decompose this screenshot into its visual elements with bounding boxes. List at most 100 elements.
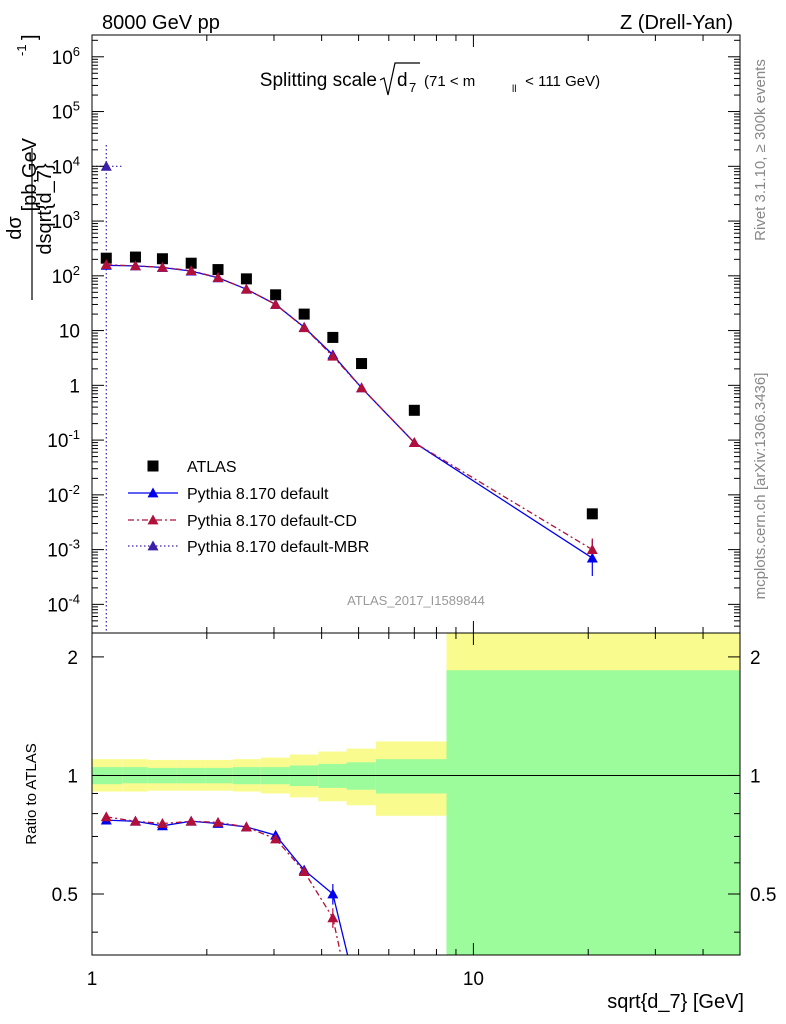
main-y-tick-label-exponent: 6 [73, 44, 80, 59]
main-y-tick-label-exponent: -3 [68, 537, 80, 552]
title-text: Splitting scale [260, 70, 377, 91]
atlas-point [270, 289, 282, 301]
ratio-frame [91, 632, 741, 956]
legend: ATLAS Pythia 8.170 default Pythia 8.170 de… [128, 459, 369, 556]
cd-point [129, 260, 141, 271]
cd-point [270, 298, 282, 309]
main-y-tick-label-exponent: 4 [73, 153, 80, 168]
legend-marker [147, 487, 159, 498]
main-y-label: dσ dsqrt{d_7} [pb,GeV -1 ] [4, 34, 56, 300]
ratio-y-label: Ratio to ATLAS [23, 743, 40, 844]
main-y-tick-label-exponent: 3 [73, 208, 80, 223]
main-y-tick-label: 10 [59, 322, 80, 343]
ratio-stat-band [346, 762, 376, 790]
ylabel-unit-end: ] [19, 34, 41, 40]
ratio-cd-point [270, 833, 282, 844]
ratio-ticks: 0.5 0.5 1 1 2 2 1 10 [52, 633, 776, 990]
mbr-point [100, 160, 112, 171]
ratio-y-tick-label-left: 0.5 [52, 885, 78, 906]
main-title: Splitting scale d 7 (71 < m ll < 111 GeV… [260, 62, 600, 96]
main-y-tick-label: 10-2 [47, 482, 80, 507]
ratio-cd-point [100, 811, 112, 822]
ratio-y-tick-label-right: 1 [750, 766, 761, 787]
ratio-cd-point [298, 866, 310, 876]
header-process: Z (Drell-Yan) [620, 12, 733, 34]
atlas-point [212, 264, 224, 276]
analysis-watermark: ATLAS_2017_I1589844 [347, 593, 485, 608]
atlas-point [129, 251, 141, 263]
legend-label: Pythia 8.170 default [187, 486, 329, 503]
default-point [586, 552, 598, 563]
atlas-point [100, 252, 112, 264]
main-y-tick-label: 10-1 [47, 427, 80, 452]
atlas-point [586, 508, 598, 520]
title-symbol: d [397, 70, 408, 91]
main-y-tick-label-exponent: -1 [68, 427, 80, 442]
cd-point [212, 272, 224, 282]
rivet-label: Rivet 3.1.10, ≥ 300k events [752, 59, 769, 241]
ratio-cd-point [156, 818, 168, 828]
cd-point [156, 261, 168, 272]
atlas-point [408, 404, 420, 416]
title-range-end: < 111 GeV) [521, 73, 600, 90]
cd-point [100, 259, 112, 270]
legend-label: Pythia 8.170 default-CD [187, 513, 357, 530]
title-range: (71 < m [424, 73, 475, 90]
title-subscript: 7 [409, 80, 416, 95]
x-tick-label: 1 [87, 969, 98, 990]
title-range-sub: ll [512, 84, 516, 95]
ratio-cd-line [106, 816, 342, 955]
ratio-cd-point [129, 815, 141, 826]
mcplots-label: mcplots.cern.ch [arXiv:1306.3436] [752, 373, 769, 600]
main-data-layer [92, 145, 598, 633]
main-y-tick-label-exponent: -4 [68, 591, 80, 606]
ratio-data-layer [100, 811, 349, 955]
ratio-y-tick-label-right: 2 [750, 648, 761, 669]
main-y-tick-label: 10-3 [47, 537, 80, 562]
ratio-bands [92, 633, 740, 955]
legend-label: Pythia 8.170 default-MBR [187, 539, 369, 556]
main-y-tick-label-exponent: 5 [73, 99, 80, 114]
cd-series-line [106, 263, 593, 551]
x-axis-label: sqrt{d_7} [GeV] [607, 991, 744, 1013]
main-y-tick-label: 105 [52, 99, 80, 124]
main-y-tick-label-exponent: 2 [73, 263, 80, 278]
ylabel-denominator: dsqrt{d_7} [34, 163, 56, 255]
main-y-tick-label: 1 [69, 376, 80, 397]
ratio-stat-band [375, 759, 447, 794]
cd-point [586, 544, 598, 555]
ratio-default-line [106, 819, 349, 955]
ylabel-unit-sup: -1 [14, 44, 29, 56]
main-y-tick-label: 102 [52, 263, 80, 288]
legend-label: ATLAS [187, 459, 237, 476]
cd-point [408, 437, 420, 448]
ylabel-unit: [pb,GeV [19, 137, 41, 211]
legend-marker [147, 540, 159, 551]
ratio-cd-point [240, 821, 252, 832]
cd-point [356, 382, 368, 393]
header-energy: 8000 GeV pp [102, 12, 220, 34]
atlas-point [240, 273, 252, 285]
ratio-y-tick-label-left: 1 [67, 766, 78, 787]
atlas-point [327, 331, 339, 343]
main-y-tick-label: 10-4 [47, 591, 80, 616]
cd-point [298, 322, 310, 333]
ratio-cd-point [185, 815, 197, 826]
atlas-point [356, 358, 368, 370]
atlas-point [156, 253, 168, 265]
cd-point [185, 265, 197, 276]
ylabel-numerator: dσ [4, 216, 26, 240]
ratio-cd-point [212, 816, 224, 827]
sqrt-symbol-icon [379, 62, 420, 96]
main-y-tick-label-exponent: -2 [68, 482, 80, 497]
main-y-tick-label: 106 [52, 44, 80, 69]
cd-point [240, 283, 252, 294]
ratio-panel: 0.5 0.5 1 1 2 2 1 10 Ratio to ATLAS sqrt{d_7} [… [23, 632, 776, 1013]
atlas-point [185, 257, 197, 269]
legend-marker [147, 460, 159, 472]
x-tick-label: 10 [463, 969, 484, 990]
cd-point [327, 350, 339, 361]
